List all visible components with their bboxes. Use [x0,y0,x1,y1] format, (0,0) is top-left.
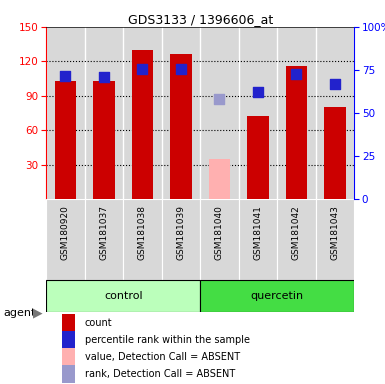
Bar [316,27,354,199]
Text: value, Detection Call = ABSENT: value, Detection Call = ABSENT [85,352,240,362]
Bar [200,27,239,199]
Point [62,73,69,79]
Text: count: count [85,318,112,328]
Bar [162,27,200,199]
Point [101,74,107,80]
Bar [247,116,268,199]
Text: GSM181039: GSM181039 [176,205,186,260]
Text: GSM181037: GSM181037 [99,205,109,260]
Bar [277,199,316,280]
Text: agent: agent [4,308,36,318]
Bar [55,81,76,199]
Text: GSM180920: GSM180920 [61,205,70,260]
Bar [85,27,123,199]
Bar [46,27,85,199]
Point [216,96,223,102]
Text: percentile rank within the sample: percentile rank within the sample [85,335,250,345]
Bar [170,55,192,199]
Point [178,66,184,73]
Bar [123,27,162,199]
Bar [62,314,75,333]
Bar [239,199,277,280]
Bar [209,159,230,199]
Bar [162,199,200,280]
Bar [123,199,162,280]
Point [255,89,261,95]
Bar [62,365,75,383]
Text: GSM181038: GSM181038 [138,205,147,260]
Text: GSM181041: GSM181041 [253,205,263,260]
Text: GSM181043: GSM181043 [330,205,340,260]
Text: quercetin: quercetin [251,291,304,301]
Text: GSM181040: GSM181040 [215,205,224,260]
Text: ▶: ▶ [33,306,42,319]
Bar [62,331,75,349]
Bar [286,66,307,199]
Point [293,71,300,77]
Bar [324,107,346,199]
Bar [46,280,200,312]
Text: rank, Detection Call = ABSENT: rank, Detection Call = ABSENT [85,369,235,379]
Bar [277,27,316,199]
Title: GDS3133 / 1396606_at: GDS3133 / 1396606_at [127,13,273,26]
Bar [200,199,239,280]
Bar [132,50,153,199]
Point [332,81,338,87]
Point [139,66,146,73]
Bar [46,199,85,280]
Bar [85,199,123,280]
Bar [239,27,277,199]
Text: control: control [104,291,142,301]
Bar [93,81,114,199]
Bar [200,280,354,312]
Bar [62,348,75,366]
Bar [316,199,354,280]
Text: GSM181042: GSM181042 [292,205,301,260]
